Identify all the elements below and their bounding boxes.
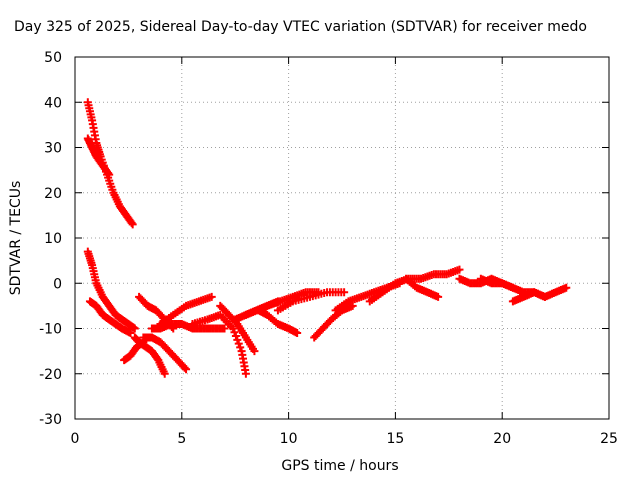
data-point: [241, 369, 250, 378]
x-axis-label: GPS time / hours: [281, 458, 398, 474]
data-point: [130, 324, 139, 333]
data-point: [229, 324, 238, 333]
data-point: [180, 363, 189, 372]
y-tick-label: 30: [44, 141, 62, 157]
axis-ticks: -30 -20 -10 0 10 20 30 40 50 0 5 10 15 20 25: [39, 50, 618, 447]
y-tick-label: 0: [53, 276, 62, 292]
data-point: [455, 265, 464, 274]
x-tick-label: 0: [71, 431, 80, 447]
series-upper-arc-b: [83, 134, 114, 179]
data-point: [340, 288, 349, 297]
y-tick-label: 10: [44, 231, 62, 247]
chart-title: Day 325 of 2025, Sidereal Day-to-day VTE…: [14, 19, 587, 35]
grid-lines: [75, 57, 609, 419]
data-point: [128, 220, 137, 229]
data-point: [182, 365, 191, 374]
x-tick-label: 5: [177, 431, 186, 447]
y-tick-label: 40: [44, 95, 62, 111]
series-arc-n: [273, 288, 349, 315]
data-point: [105, 170, 114, 179]
series-arc-d: [130, 333, 169, 378]
data-point: [126, 329, 135, 338]
data-point: [231, 332, 240, 341]
data-point: [220, 324, 229, 333]
data-point: [540, 292, 549, 301]
data-point: [293, 329, 302, 338]
y-tick-label: 50: [44, 50, 62, 66]
data-point: [160, 369, 169, 378]
y-tick-label: -30: [39, 412, 62, 428]
data-point: [250, 347, 259, 356]
data-point: [234, 339, 243, 348]
y-axis-label: SDTVAR / TECUs: [8, 181, 24, 296]
x-tick-label: 25: [600, 431, 618, 447]
data-point: [434, 292, 443, 301]
data-point: [230, 328, 239, 337]
series-arc-m: [254, 306, 302, 338]
data-point: [207, 292, 216, 301]
data-point: [127, 218, 136, 227]
series-arc-h: [156, 292, 216, 328]
y-tick-label: -20: [39, 367, 62, 383]
data-point: [236, 343, 245, 352]
series-arc-r: [402, 274, 443, 301]
series-upper-arc: [83, 98, 137, 229]
series-arc-u: [508, 288, 549, 306]
series-arc-o: [310, 301, 357, 342]
y-tick-label: 20: [44, 186, 62, 202]
series-arc-f: [139, 333, 191, 374]
x-tick-label: 20: [493, 431, 511, 447]
data-point: [233, 335, 242, 344]
series-arc-a: [83, 247, 139, 333]
data-points: [83, 98, 571, 378]
series-arc-b: [85, 297, 135, 338]
data-point: [104, 169, 113, 178]
series-arc-i: [188, 310, 250, 378]
x-tick-label: 15: [386, 431, 404, 447]
series-arc-q: [365, 265, 464, 306]
data-point: [562, 283, 571, 292]
y-tick-label: -10: [39, 322, 62, 338]
x-tick-label: 10: [280, 431, 298, 447]
